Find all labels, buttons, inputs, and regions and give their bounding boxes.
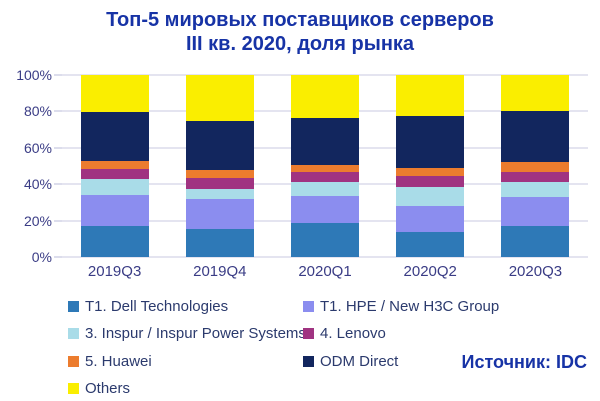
segment-2019Q3-3. Inspur / Inspur Power Systems	[80, 178, 149, 196]
segment-2020Q3-T1. Dell Technologies	[501, 226, 570, 257]
segment-2019Q3-ODM Direct	[80, 112, 149, 162]
y-tick-label: 0%	[31, 249, 52, 265]
source-label: Источник: IDC	[461, 352, 587, 372]
chart-title-line2: III кв. 2020, доля рынка	[185, 33, 415, 55]
legend-item: 5. Huawei	[68, 354, 152, 369]
legend-swatch	[68, 382, 79, 394]
y-tick-label: 60%	[23, 139, 52, 156]
bar-2019Q3	[80, 75, 149, 257]
segment-2020Q1-5. Huawei	[290, 165, 359, 173]
y-tick-100%	[54, 74, 62, 76]
legend-item: Others	[68, 381, 130, 396]
segment-2019Q4-ODM Direct	[185, 121, 254, 170]
legend-swatch	[68, 328, 79, 340]
segment-2019Q3-Others	[80, 75, 149, 113]
segment-2020Q3-5. Huawei	[501, 162, 570, 172]
y-tick-40%	[54, 183, 62, 185]
y-tick-label: 20%	[23, 212, 52, 229]
y-tick-20%	[54, 220, 62, 222]
segment-2020Q2-T1. HPE / New H3C Group	[396, 206, 465, 232]
x-label-2020Q3: 2020Q3	[508, 263, 563, 280]
legend-label: 5. Huawei	[85, 352, 152, 370]
segment-2019Q4-Others	[185, 75, 254, 122]
legend-swatch	[303, 355, 314, 367]
bar-2020Q2	[396, 75, 465, 257]
segment-2020Q2-ODM Direct	[396, 116, 465, 168]
x-axis: 2019Q3 2019Q4 2020Q1 2020Q2 2020Q3	[62, 263, 588, 280]
segment-2020Q1-T1. HPE / New H3C Group	[290, 196, 359, 224]
legend-swatch	[68, 301, 79, 312]
legend-swatch	[303, 301, 314, 312]
legend-label: 3. Inspur / Inspur Power Systems	[85, 325, 306, 343]
segment-2019Q4-T1. HPE / New H3C Group	[185, 198, 254, 229]
y-tick-60%	[54, 147, 62, 149]
chart-title-line1: Топ-5 мировых поставщиков серверов	[106, 9, 494, 31]
segment-2019Q3-4. Lenovo	[80, 168, 149, 179]
segment-2019Q3-T1. Dell Technologies	[80, 226, 149, 257]
legend-item: 3. Inspur / Inspur Power Systems	[68, 326, 306, 341]
bar-2019Q4	[185, 75, 254, 257]
legend-item: T1. HPE / New H3C Group	[303, 299, 499, 314]
segment-2020Q3-3. Inspur / Inspur Power Systems	[501, 182, 570, 197]
segment-2020Q3-T1. HPE / New H3C Group	[501, 196, 570, 227]
legend-label: ODM Direct	[320, 352, 399, 370]
legend-swatch	[303, 328, 314, 340]
legend-item: T1. Dell Technologies	[68, 299, 228, 314]
segment-2019Q3-5. Huawei	[80, 161, 149, 169]
segment-2020Q3-ODM Direct	[501, 111, 570, 163]
segment-2020Q1-T1. Dell Technologies	[290, 223, 359, 257]
y-axis: 0% 20% 40% 60% 80% 100%	[0, 68, 52, 264]
segment-2019Q3-T1. HPE / New H3C Group	[80, 195, 149, 227]
segment-2019Q4-4. Lenovo	[185, 177, 254, 189]
segment-2020Q2-4. Lenovo	[396, 176, 465, 187]
legend-label: T1. HPE / New H3C Group	[320, 298, 500, 315]
legend-swatch	[68, 355, 79, 367]
segment-2020Q1-Others	[290, 75, 359, 118]
bars-container	[62, 75, 588, 257]
segment-2019Q4-5. Huawei	[185, 169, 254, 178]
y-tick-80%	[54, 110, 62, 112]
segment-2020Q1-3. Inspur / Inspur Power Systems	[290, 182, 359, 197]
legend-item: 4. Lenovo	[303, 326, 386, 341]
segment-2020Q3-Others	[501, 75, 570, 112]
segment-2019Q4-T1. Dell Technologies	[185, 228, 254, 257]
bar-2020Q3	[501, 75, 570, 257]
x-label-2019Q3: 2019Q3	[87, 263, 142, 280]
segment-2020Q2-3. Inspur / Inspur Power Systems	[396, 186, 465, 207]
y-tick-label: 40%	[23, 176, 52, 193]
legend-label: 4. Lenovo	[320, 325, 386, 343]
legend-label: T1. Dell Technologies	[85, 298, 229, 315]
x-label-2020Q2: 2020Q2	[403, 263, 457, 280]
y-tick-label: 100%	[16, 67, 52, 83]
segment-2020Q2-Others	[396, 75, 465, 116]
legend-label: Others	[85, 379, 131, 397]
segment-2020Q2-T1. Dell Technologies	[396, 231, 465, 257]
x-label-2020Q1: 2020Q1	[298, 263, 352, 280]
x-label-2019Q4: 2019Q4	[193, 263, 247, 280]
segment-2020Q2-5. Huawei	[396, 167, 465, 177]
gridline-0%	[62, 256, 588, 258]
segment-2019Q4-3. Inspur / Inspur Power Systems	[185, 188, 254, 199]
legend-item: ODM Direct	[303, 354, 398, 369]
plot-area	[54, 74, 588, 258]
segment-2020Q1-4. Lenovo	[290, 172, 359, 183]
gridline-100%	[62, 74, 588, 76]
segment-2020Q1-ODM Direct	[290, 117, 359, 166]
bar-2020Q1	[290, 75, 359, 257]
chart-title: Топ-5 мировых поставщиков серверов III к…	[0, 8, 600, 56]
y-tick-label: 80%	[23, 103, 52, 120]
y-tick-0%	[54, 256, 62, 258]
segment-2020Q3-4. Lenovo	[501, 171, 570, 183]
